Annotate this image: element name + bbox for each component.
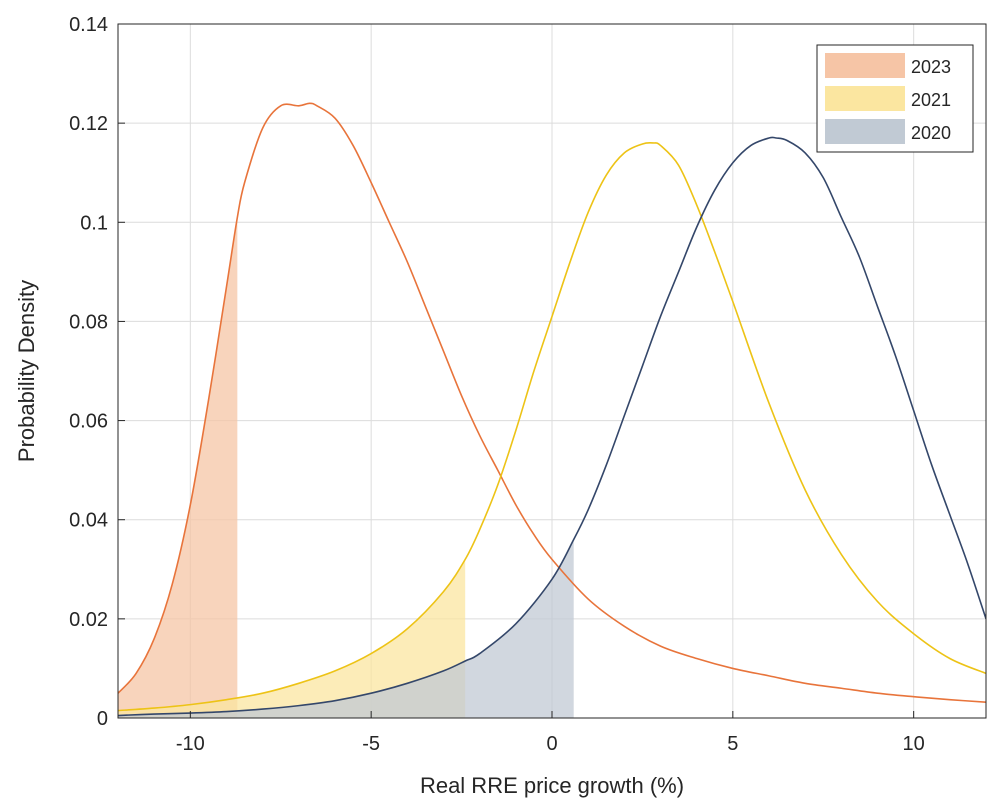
y-tick-label: 0.1 bbox=[80, 212, 108, 234]
y-tick-label: 0.02 bbox=[69, 609, 108, 631]
legend-label-2020: 2020 bbox=[911, 123, 951, 143]
shaded-area-2023 bbox=[118, 217, 238, 718]
y-axis-title: Probability Density bbox=[14, 280, 39, 462]
legend-swatch-2020 bbox=[825, 119, 905, 144]
y-tick-label: 0.06 bbox=[69, 411, 108, 433]
x-tick-label: -10 bbox=[176, 733, 205, 755]
density-lines bbox=[118, 102, 986, 717]
legend-swatch-2021 bbox=[825, 86, 905, 111]
x-axis-title: Real RRE price growth (%) bbox=[420, 773, 684, 798]
shaded-area-2021 bbox=[118, 559, 466, 718]
y-tick-label: 0.08 bbox=[69, 311, 108, 333]
y-tick-label: 0 bbox=[97, 708, 108, 730]
shaded-areas bbox=[118, 217, 574, 718]
x-tick-label: 5 bbox=[727, 733, 738, 755]
shaded-area-2020 bbox=[118, 539, 574, 718]
density-line-2023 bbox=[118, 102, 986, 703]
legend-label-2023: 2023 bbox=[911, 57, 951, 77]
y-tick-label: 0.14 bbox=[69, 14, 108, 36]
legend: 2023 2021 2020 bbox=[816, 44, 974, 153]
x-tick-label: -5 bbox=[362, 733, 380, 755]
legend-label-2021: 2021 bbox=[911, 90, 951, 110]
y-axis-ticks: 0 0.02 0.04 0.06 0.08 0.1 0.12 0.14 bbox=[69, 14, 125, 730]
density-line-2020 bbox=[118, 136, 986, 717]
y-tick-label: 0.04 bbox=[69, 510, 108, 532]
density-line-2021 bbox=[118, 141, 986, 712]
x-tick-label: 0 bbox=[546, 733, 557, 755]
legend-swatch-2023 bbox=[825, 53, 905, 78]
y-tick-label: 0.12 bbox=[69, 113, 108, 135]
x-tick-label: 10 bbox=[903, 733, 925, 755]
x-axis-ticks: -10 -5 0 5 10 bbox=[176, 711, 925, 755]
